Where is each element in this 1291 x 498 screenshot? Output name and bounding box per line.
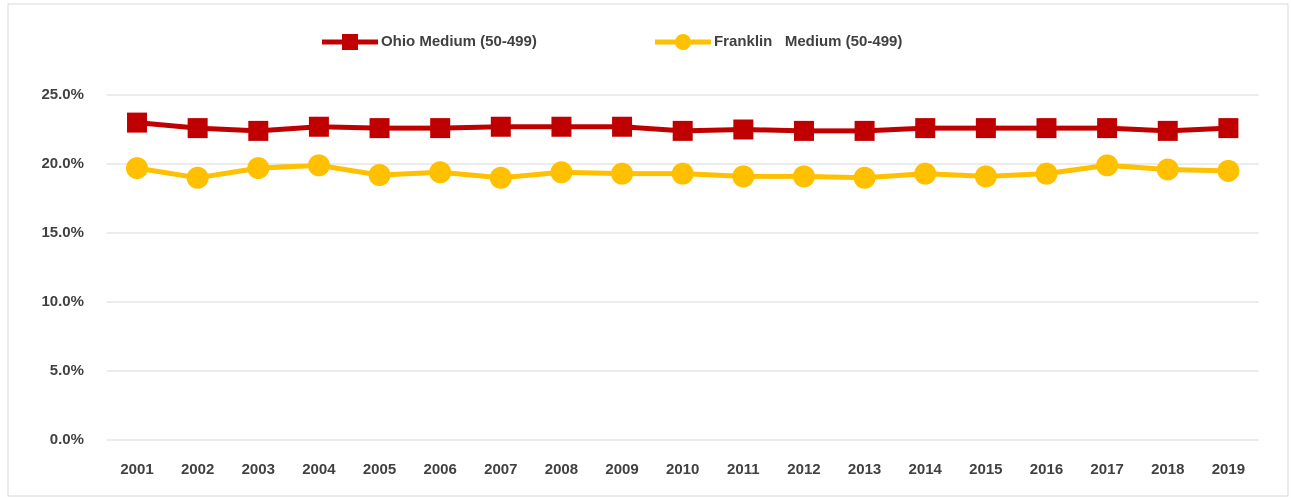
marker [308,116,329,137]
marker [1156,158,1179,181]
legend-label: Ohio Medium (50-499) [381,33,537,50]
x-tick-label: 2007 [484,461,517,478]
x-tick-label: 2004 [302,461,336,478]
marker [733,119,754,140]
marker [1157,120,1178,141]
y-tick-label: 20.0% [41,155,84,172]
marker [853,166,876,189]
x-tick-label: 2014 [909,461,943,478]
y-tick-label: 0.0% [50,431,84,448]
marker [672,120,693,141]
marker [429,161,452,184]
marker [551,116,572,137]
legend-marker [342,34,358,50]
x-tick-label: 2006 [423,461,456,478]
marker [550,161,573,184]
marker [247,157,270,180]
marker [671,162,694,185]
x-tick-label: 2010 [666,461,699,478]
x-tick-label: 2017 [1090,461,1123,478]
x-tick-label: 2019 [1212,461,1245,478]
y-tick-label: 25.0% [41,86,84,103]
marker [793,120,814,141]
x-tick-label: 2016 [1030,461,1063,478]
marker [974,165,997,188]
marker [127,112,148,133]
y-tick-label: 15.0% [41,224,84,241]
x-tick-label: 2018 [1151,461,1184,478]
marker [611,162,634,185]
marker [369,118,390,139]
x-tick-label: 2011 [727,461,760,478]
marker [430,118,451,139]
marker [1218,118,1239,139]
x-tick-label: 2009 [605,461,638,478]
x-tick-label: 2015 [969,461,1002,478]
chart-border [7,3,1289,497]
legend-marker [675,34,691,50]
marker [1097,118,1118,139]
marker [186,166,209,189]
marker [854,120,875,141]
marker [914,162,937,185]
x-tick-label: 2003 [242,461,275,478]
marker [489,166,512,189]
marker [975,118,996,139]
x-tick-label: 2008 [545,461,578,478]
x-tick-label: 2001 [120,461,153,478]
marker [368,164,391,187]
marker [490,116,511,137]
marker [915,118,936,139]
marker [792,165,815,188]
x-tick-label: 2013 [848,461,881,478]
marker [187,118,208,139]
marker [1217,159,1240,182]
y-tick-label: 10.0% [41,293,84,310]
x-tick-label: 2002 [181,461,214,478]
marker [248,120,269,141]
marker [1035,162,1058,185]
marker [612,116,633,137]
legend-label: Franklin Medium (50-499) [714,33,902,50]
marker [307,154,330,177]
x-tick-label: 2012 [787,461,820,478]
x-tick-label: 2005 [363,461,396,478]
marker [1036,118,1057,139]
y-tick-label: 5.0% [50,362,84,379]
marker [1096,154,1119,177]
marker [732,165,755,188]
marker [126,157,149,180]
